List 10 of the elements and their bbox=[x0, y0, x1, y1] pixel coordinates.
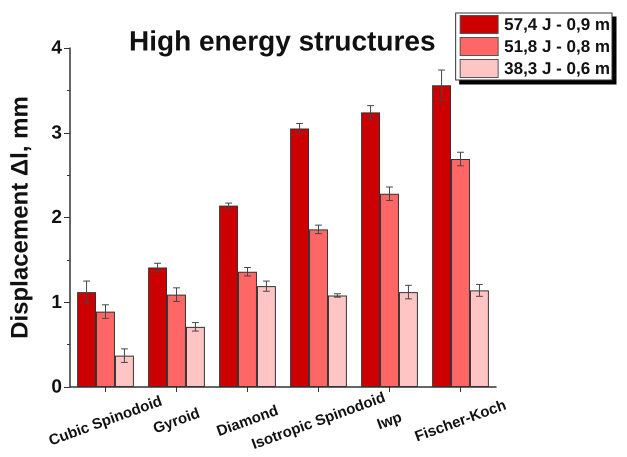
y-tick-label: 1 bbox=[51, 292, 62, 313]
legend-label: 38,3 J - 0,6 m bbox=[504, 59, 610, 78]
chart-title: High energy structures bbox=[129, 26, 436, 56]
y-tick-label: 0 bbox=[51, 376, 62, 398]
y-axis-title: Displacement Δl, mm bbox=[6, 96, 34, 339]
y-tick-label: 4 bbox=[51, 38, 62, 58]
legend-label: 51,8 J - 0,8 m bbox=[504, 37, 610, 56]
y-tick-label: 2 bbox=[51, 207, 62, 228]
y-tick-label: 3 bbox=[51, 122, 62, 144]
legend-label: 57,4 J - 0,9 m bbox=[504, 15, 610, 34]
